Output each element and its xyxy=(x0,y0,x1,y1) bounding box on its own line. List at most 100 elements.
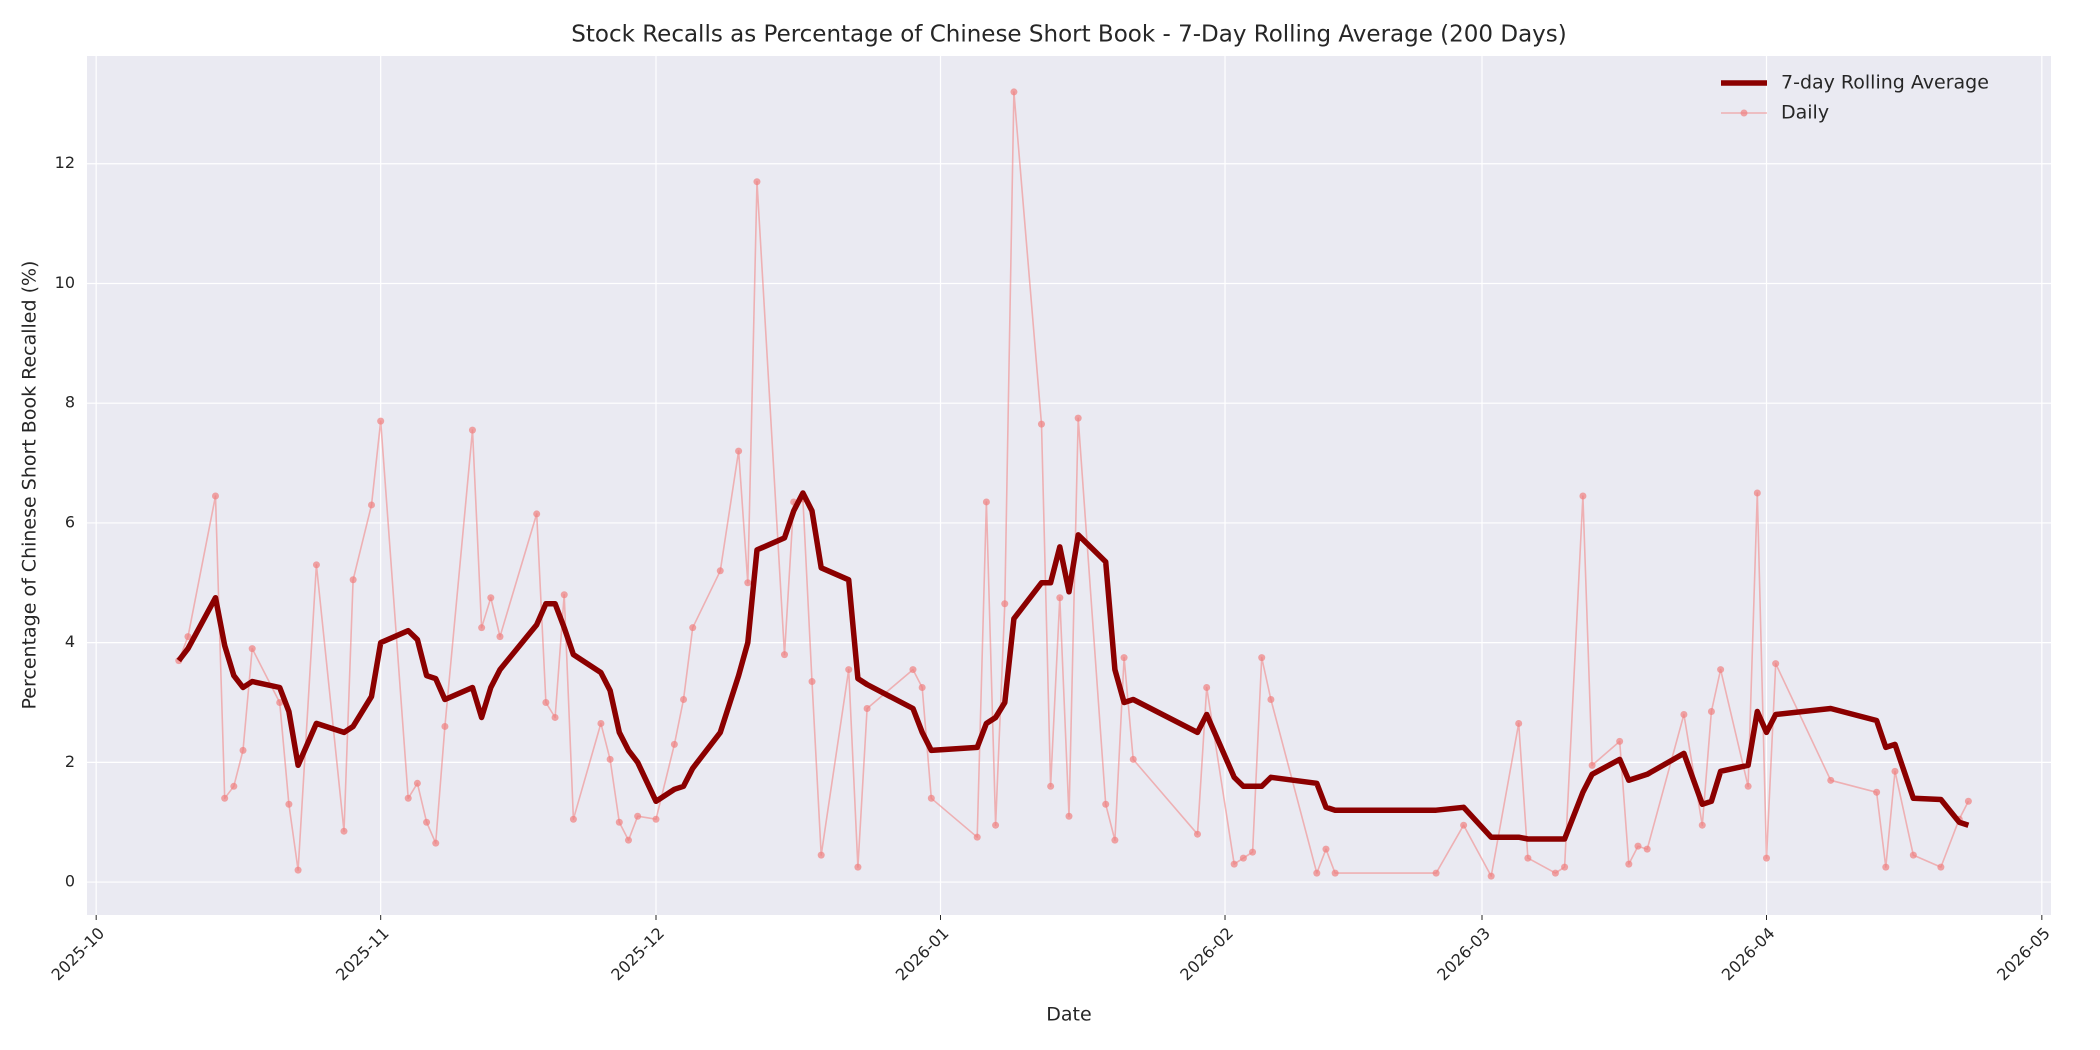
legend-label: Daily xyxy=(1781,102,1829,124)
data-point xyxy=(909,666,917,674)
x-axis-label: Date xyxy=(1046,1004,1091,1026)
data-point xyxy=(423,818,431,826)
data-point xyxy=(744,579,752,587)
data-point xyxy=(1551,869,1559,877)
data-point xyxy=(1258,654,1266,662)
data-point xyxy=(845,666,853,674)
data-point xyxy=(184,633,192,641)
data-point xyxy=(1964,797,1972,805)
data-point xyxy=(1239,854,1247,862)
data-point xyxy=(496,633,504,641)
data-point xyxy=(1056,594,1064,602)
data-point xyxy=(1634,842,1642,850)
plot xyxy=(175,88,1972,880)
data-point xyxy=(753,178,761,186)
data-point xyxy=(533,510,541,518)
data-point xyxy=(1772,660,1780,668)
data-point xyxy=(1753,489,1761,497)
data-point xyxy=(1579,492,1587,500)
data-point xyxy=(918,684,926,692)
data-point xyxy=(294,866,302,874)
data-point xyxy=(1322,845,1330,853)
data-point xyxy=(808,678,816,686)
data-point xyxy=(1267,696,1275,704)
data-point xyxy=(211,492,219,500)
data-point xyxy=(689,624,697,632)
data-point xyxy=(780,651,788,659)
y-tick-label: 2 xyxy=(65,752,75,771)
data-point xyxy=(735,447,743,455)
data-point xyxy=(624,836,632,844)
data-point xyxy=(1129,755,1137,763)
legend: 7-day Rolling Average Daily xyxy=(1721,72,1989,124)
data-point xyxy=(1680,710,1688,718)
y-tick-label: 8 xyxy=(65,393,75,412)
data-point xyxy=(606,755,614,763)
data-point xyxy=(1001,600,1009,608)
data-point xyxy=(1698,821,1706,829)
data-point xyxy=(1047,782,1055,790)
data-point xyxy=(1588,761,1596,769)
y-tick-label: 0 xyxy=(65,872,75,891)
y-tick-label: 10 xyxy=(55,273,75,292)
data-point xyxy=(239,746,247,754)
y-tick-label: 4 xyxy=(65,632,75,651)
data-point xyxy=(1873,788,1881,796)
data-point xyxy=(1193,830,1201,838)
data-point xyxy=(680,696,688,704)
data-point xyxy=(634,812,642,820)
data-point xyxy=(349,576,357,584)
data-point xyxy=(1249,848,1257,856)
data-point xyxy=(927,794,935,802)
data-point xyxy=(404,794,412,802)
data-point xyxy=(982,498,990,506)
data-point xyxy=(1515,719,1523,727)
data-point xyxy=(1230,860,1238,868)
data-point xyxy=(1625,860,1633,868)
legend-label: 7-day Rolling Average xyxy=(1781,72,1989,94)
series-line xyxy=(178,91,1970,877)
data-point xyxy=(478,624,486,632)
data-point xyxy=(542,698,550,706)
data-point xyxy=(854,863,862,871)
data-point xyxy=(1616,737,1624,745)
data-point xyxy=(312,561,320,569)
y-axis-label: Percentage of Chinese Short Book Recalle… xyxy=(19,261,41,710)
data-point xyxy=(863,704,871,712)
data-point xyxy=(487,594,495,602)
data-point xyxy=(276,698,284,706)
data-point xyxy=(1037,420,1045,428)
y-tick-label: 12 xyxy=(55,153,75,172)
data-point xyxy=(670,740,678,748)
data-point xyxy=(615,818,623,826)
data-point xyxy=(560,591,568,599)
legend-marker xyxy=(1740,109,1748,117)
data-point xyxy=(569,815,577,823)
series-line xyxy=(176,490,1970,842)
data-point xyxy=(1643,845,1651,853)
data-point xyxy=(716,567,724,575)
data-point xyxy=(441,722,449,730)
data-point xyxy=(1524,854,1532,862)
data-point xyxy=(368,501,376,509)
data-point xyxy=(413,779,421,787)
grid xyxy=(87,56,2051,915)
data-point xyxy=(973,833,981,841)
data-point xyxy=(1010,88,1018,96)
data-point xyxy=(1909,851,1917,859)
data-point xyxy=(551,713,559,721)
data-point xyxy=(1120,654,1128,662)
data-point xyxy=(221,794,229,802)
data-point xyxy=(1762,854,1770,862)
data-point xyxy=(992,821,1000,829)
y-tick-label: 6 xyxy=(65,512,75,531)
data-point xyxy=(1111,836,1119,844)
data-point xyxy=(1331,869,1339,877)
data-point xyxy=(1313,869,1321,877)
data-point xyxy=(1432,869,1440,877)
data-point xyxy=(340,827,348,835)
data-point xyxy=(432,839,440,847)
data-point xyxy=(1460,821,1468,829)
data-point xyxy=(1707,707,1715,715)
